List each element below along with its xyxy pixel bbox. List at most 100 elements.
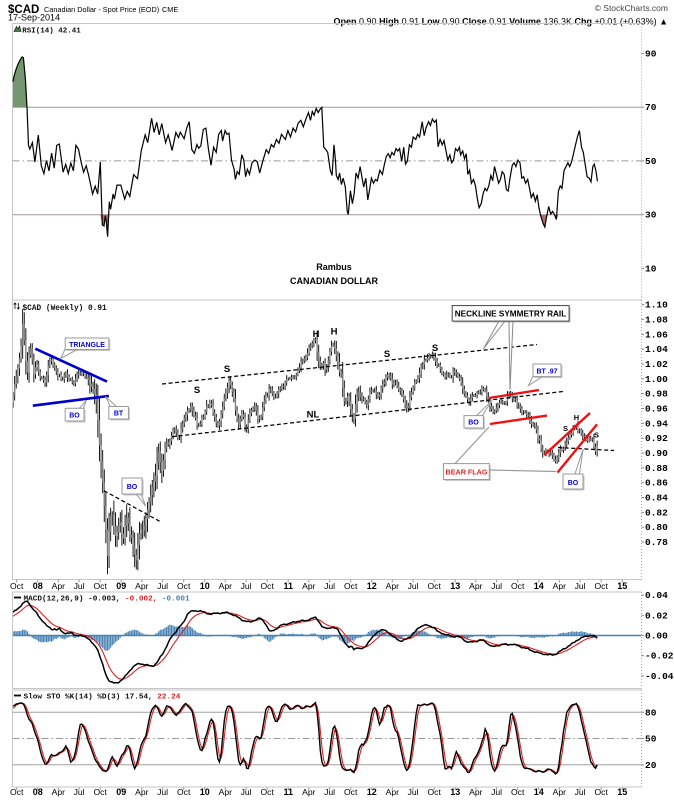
svg-text:0.96: 0.96 <box>645 404 668 415</box>
svg-text:Oct: Oct <box>10 581 24 591</box>
svg-text:Open 0.90 High 0.91 Low 0.90 C: Open 0.90 High 0.91 Low 0.90 Close 0.91 … <box>334 17 668 27</box>
svg-text:Apr: Apr <box>553 787 567 797</box>
svg-text:0.92: 0.92 <box>645 433 668 444</box>
svg-text:Oct: Oct <box>344 581 358 591</box>
svg-text:14: 14 <box>534 787 544 797</box>
svg-text:Jul: Jul <box>491 581 502 591</box>
svg-text:10: 10 <box>200 581 210 591</box>
svg-text:CANADIAN DOLLAR: CANADIAN DOLLAR <box>290 276 378 286</box>
svg-text:Oct: Oct <box>511 581 525 591</box>
svg-text:CME: CME <box>162 5 178 14</box>
svg-text:0.82: 0.82 <box>645 507 668 518</box>
svg-text:1.10: 1.10 <box>645 300 668 311</box>
svg-text:80: 80 <box>645 707 657 718</box>
svg-text:MACD(12,26,9) -0.003, -0.002,: MACD(12,26,9) -0.003, -0.002, -0.001 <box>24 595 190 603</box>
svg-text:Apr: Apr <box>135 581 149 591</box>
svg-text:Rambus: Rambus <box>316 262 352 272</box>
svg-text:Oct: Oct <box>94 581 108 591</box>
svg-text:BO: BO <box>127 484 138 491</box>
svg-text:0.00: 0.00 <box>645 631 668 642</box>
svg-text:50: 50 <box>645 734 657 745</box>
svg-text:Canadian Dollar - Spot Price (: Canadian Dollar - Spot Price (EOD) <box>44 5 159 14</box>
svg-text:15: 15 <box>617 581 627 591</box>
svg-text:Apr: Apr <box>302 787 316 797</box>
svg-text:Slow STO %K(14) %D(3) 17.54, 2: Slow STO %K(14) %D(3) 17.54, 22.24 <box>24 694 181 702</box>
svg-text:1.08: 1.08 <box>645 314 668 325</box>
svg-text:Jul: Jul <box>157 787 168 797</box>
svg-text:0.78: 0.78 <box>645 537 668 548</box>
svg-text:0.90: 0.90 <box>645 448 668 459</box>
svg-text:08: 08 <box>33 581 43 591</box>
svg-text:Apr: Apr <box>469 787 483 797</box>
svg-text:Oct: Oct <box>428 787 442 797</box>
svg-text:NL: NL <box>307 410 320 421</box>
svg-text:H: H <box>574 413 579 422</box>
svg-text:0.88: 0.88 <box>645 463 668 474</box>
svg-text:0.84: 0.84 <box>645 493 668 504</box>
svg-text:1.00: 1.00 <box>645 374 668 385</box>
svg-text:Jul: Jul <box>74 581 85 591</box>
svg-text:NECKLINE SYMMETRY RAIL: NECKLINE SYMMETRY RAIL <box>455 310 566 319</box>
svg-text:15: 15 <box>617 787 627 797</box>
svg-text:12: 12 <box>367 581 377 591</box>
svg-text:Apr: Apr <box>219 581 233 591</box>
svg-text:BO: BO <box>568 480 579 487</box>
svg-text:09: 09 <box>116 787 126 797</box>
svg-text:Apr: Apr <box>302 581 316 591</box>
svg-text:20: 20 <box>645 760 657 771</box>
svg-text:30: 30 <box>645 210 657 221</box>
svg-text:13: 13 <box>450 787 460 797</box>
svg-text:$CAD: $CAD <box>8 4 39 16</box>
svg-text:Apr: Apr <box>469 581 483 591</box>
svg-text:Jul: Jul <box>324 787 335 797</box>
svg-text:Oct: Oct <box>595 787 609 797</box>
svg-text:H: H <box>331 327 338 338</box>
svg-text:14: 14 <box>534 581 544 591</box>
svg-text:S: S <box>594 431 599 440</box>
svg-text:Jul: Jul <box>241 581 252 591</box>
svg-text:Oct: Oct <box>261 581 275 591</box>
svg-text:Jul: Jul <box>575 787 586 797</box>
svg-text:Apr: Apr <box>219 787 233 797</box>
svg-text:Apr: Apr <box>386 581 400 591</box>
svg-text:12: 12 <box>367 787 377 797</box>
svg-text:Apr: Apr <box>52 581 66 591</box>
svg-text:Jul: Jul <box>408 581 419 591</box>
svg-text:70: 70 <box>645 102 657 113</box>
svg-text:Oct: Oct <box>511 787 525 797</box>
svg-text:S: S <box>563 424 568 433</box>
svg-text:H: H <box>313 329 320 340</box>
svg-text:-0.02: -0.02 <box>645 651 674 662</box>
svg-text:10: 10 <box>200 787 210 797</box>
svg-text:Jul: Jul <box>491 787 502 797</box>
svg-text:0.94: 0.94 <box>645 418 668 429</box>
svg-text:0.98: 0.98 <box>645 389 668 400</box>
svg-text:S: S <box>432 343 438 354</box>
svg-text:BO: BO <box>69 412 80 419</box>
svg-text:BT: BT <box>114 410 124 417</box>
svg-text:S: S <box>384 349 390 360</box>
svg-text:0.02: 0.02 <box>645 610 668 621</box>
svg-text:S: S <box>194 385 200 396</box>
svg-text:Oct: Oct <box>177 581 191 591</box>
svg-text:17-Sep-2014: 17-Sep-2014 <box>8 12 60 22</box>
svg-text:0.04: 0.04 <box>645 590 668 601</box>
svg-text:BEAR FLAG: BEAR FLAG <box>446 468 488 477</box>
svg-text:© StockCharts.com: © StockCharts.com <box>595 3 668 13</box>
svg-text:Jul: Jul <box>157 581 168 591</box>
svg-text:10: 10 <box>645 263 657 274</box>
svg-text:Jul: Jul <box>241 787 252 797</box>
svg-text:BT .97: BT .97 <box>536 368 557 375</box>
svg-text:90: 90 <box>645 48 657 59</box>
svg-text:1.06: 1.06 <box>645 329 668 340</box>
svg-text:Apr: Apr <box>553 581 567 591</box>
svg-text:13: 13 <box>450 581 460 591</box>
svg-text:Apr: Apr <box>52 787 66 797</box>
svg-text:Jul: Jul <box>324 581 335 591</box>
svg-text:Oct: Oct <box>10 787 24 797</box>
svg-text:TRIANGLE: TRIANGLE <box>69 342 105 349</box>
svg-text:Oct: Oct <box>595 581 609 591</box>
svg-text:1.04: 1.04 <box>645 344 668 355</box>
svg-text:09: 09 <box>116 581 126 591</box>
svg-text:Oct: Oct <box>428 581 442 591</box>
